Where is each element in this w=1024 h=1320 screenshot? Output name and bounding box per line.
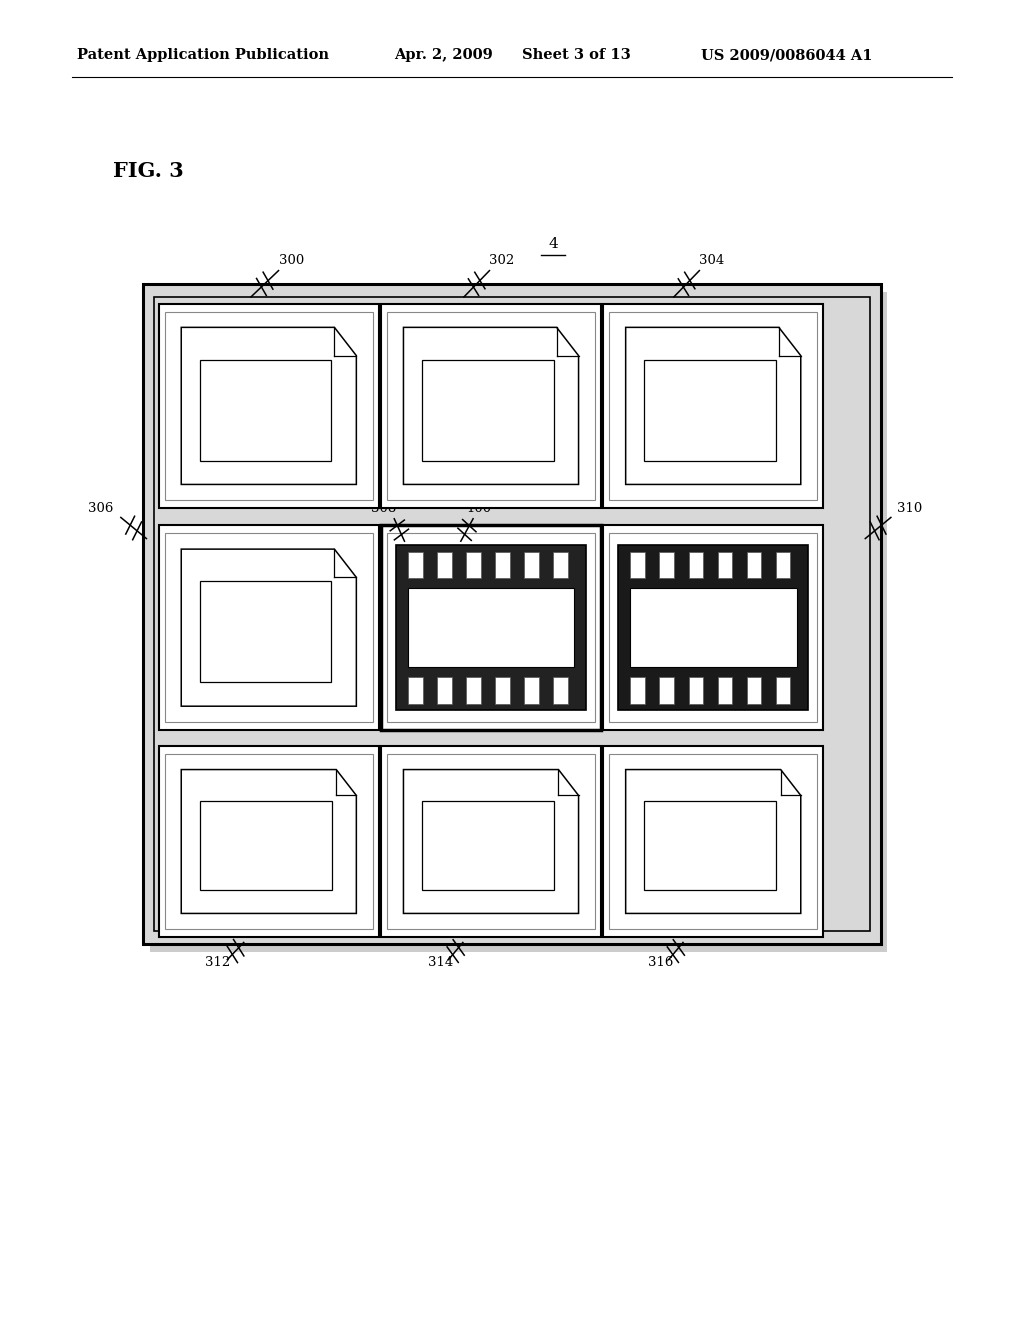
Text: 100: 100 (467, 502, 492, 515)
Bar (496, 552, 510, 578)
Bar (387, 754, 595, 929)
Text: 312: 312 (206, 956, 230, 969)
Polygon shape (181, 770, 356, 913)
Bar (165, 754, 373, 929)
Bar (746, 677, 761, 704)
Bar (200, 581, 332, 682)
Bar (422, 359, 554, 461)
Bar (524, 677, 539, 704)
Bar (154, 297, 870, 931)
Bar (524, 552, 539, 578)
Text: 306: 306 (88, 502, 113, 515)
Bar (165, 312, 373, 500)
Bar (644, 801, 776, 890)
Bar (396, 545, 586, 710)
Polygon shape (403, 327, 579, 484)
Bar (150, 292, 887, 952)
Bar (200, 359, 332, 461)
Bar (466, 552, 480, 578)
Bar (159, 746, 379, 937)
Bar (165, 533, 373, 722)
Bar (408, 589, 574, 667)
Text: 302: 302 (489, 253, 514, 267)
Bar (775, 552, 791, 578)
Bar (553, 677, 568, 704)
Text: Sheet 3 of 13: Sheet 3 of 13 (522, 49, 631, 62)
Bar (618, 545, 808, 710)
Text: 304: 304 (699, 253, 724, 267)
Bar (159, 525, 379, 730)
Bar (387, 533, 595, 722)
Bar (630, 589, 797, 667)
Bar (381, 746, 601, 937)
Bar (159, 304, 379, 508)
Bar (437, 552, 452, 578)
Text: 310: 310 (897, 502, 922, 515)
Bar (631, 552, 645, 578)
Text: US 2009/0086044 A1: US 2009/0086044 A1 (701, 49, 872, 62)
Bar (631, 677, 645, 704)
Bar (381, 525, 601, 730)
Bar (644, 359, 776, 461)
Text: Patent Application Publication: Patent Application Publication (77, 49, 329, 62)
Bar (659, 552, 674, 578)
Bar (775, 677, 791, 704)
Bar (609, 533, 817, 722)
Bar (609, 754, 817, 929)
Bar (143, 284, 881, 944)
Text: 314: 314 (428, 956, 453, 969)
Bar (718, 677, 732, 704)
Bar (437, 677, 452, 704)
Bar (422, 801, 554, 890)
Bar (466, 677, 480, 704)
Bar (688, 677, 702, 704)
Bar (718, 552, 732, 578)
Bar (603, 304, 823, 508)
Polygon shape (626, 327, 801, 484)
Bar (496, 677, 510, 704)
Bar (381, 304, 601, 508)
Bar (409, 677, 423, 704)
Polygon shape (626, 770, 801, 913)
Bar (609, 312, 817, 500)
Bar (603, 525, 823, 730)
Polygon shape (403, 770, 579, 913)
Text: 4: 4 (548, 238, 558, 251)
Bar (200, 801, 332, 890)
Bar (746, 552, 761, 578)
Text: 316: 316 (648, 956, 673, 969)
Text: Apr. 2, 2009: Apr. 2, 2009 (394, 49, 493, 62)
Polygon shape (181, 549, 356, 706)
Bar (659, 677, 674, 704)
Bar (688, 552, 702, 578)
Text: 308: 308 (372, 502, 396, 515)
Polygon shape (181, 327, 356, 484)
Bar (409, 552, 423, 578)
Bar (387, 312, 595, 500)
Bar (553, 552, 568, 578)
Bar (603, 746, 823, 937)
Text: FIG. 3: FIG. 3 (113, 161, 183, 181)
Text: 300: 300 (280, 253, 304, 267)
